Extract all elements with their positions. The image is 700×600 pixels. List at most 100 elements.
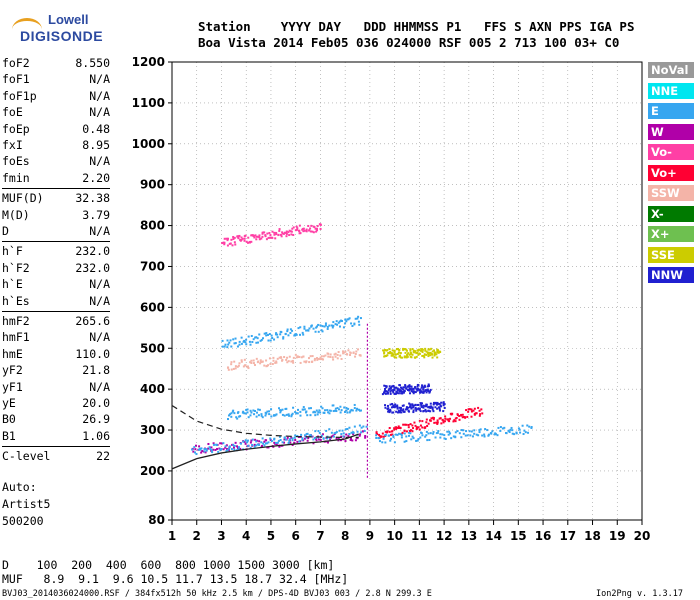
trace-point [261,235,264,238]
trace-point [355,350,358,353]
param-key: h`Es [2,293,30,308]
trace-point [421,426,424,429]
trace-point [409,348,412,351]
trace-point [274,237,277,240]
trace-point [301,331,304,334]
trace-point [283,414,286,417]
trace-point [416,351,419,354]
trace-point [391,385,394,388]
trace-point [257,414,260,417]
trace-point [293,441,296,444]
trace-point [308,327,311,330]
trace-point [398,411,401,414]
trace-point [494,433,497,436]
trace-point [398,410,401,413]
trace-point [339,405,342,408]
trace-point [299,333,302,336]
trace-point [436,419,439,422]
trace-point [418,419,421,422]
trace-point [386,391,389,394]
trace-point [408,431,411,434]
trace-point [409,404,412,407]
trace-point [402,386,405,389]
footer-version: Ion2Png v. 1.3.17 [596,589,683,599]
trace-point [263,332,266,335]
trace-point [396,387,399,390]
param-value: 2.20 [82,170,110,185]
trace-point [288,438,291,441]
trace-point [255,341,258,344]
trace-point [233,360,236,363]
trace-point [388,352,391,355]
param-row: yF1 N/A [2,380,110,396]
trace-point [194,448,197,451]
trace-point [461,416,464,419]
trace-point [240,236,243,239]
trace-point [239,239,242,242]
trace-point [401,392,404,395]
profile-curve [171,433,359,470]
trace-point [350,322,353,325]
trace-point [319,324,322,327]
trace-point [360,431,363,434]
trace-point [465,409,468,412]
trace-point [286,361,289,364]
trace-point [426,439,429,442]
trace-point [270,408,273,411]
trace-point [483,433,486,436]
trace-point [428,391,431,394]
trace-point [305,436,308,439]
param-row: foF2 8.550 [2,56,110,72]
trace-point [385,385,388,388]
trace-point [418,428,421,431]
trace-point [389,403,392,406]
trace-point [266,333,269,336]
trace-point [214,448,217,451]
trace-point [424,347,427,350]
trace-point [420,405,423,408]
trace-point [487,434,490,437]
trace-point [426,424,429,427]
trace-point [434,406,437,409]
trace-point [527,431,530,434]
trace-point [423,384,426,387]
trace-point [463,415,466,418]
trace-point [204,451,207,454]
trace-point [398,355,401,358]
trace-point [210,446,213,449]
trace-point [436,431,439,434]
trace-point [268,413,271,416]
trace-point [381,393,384,396]
param-value: 26.9 [82,412,110,427]
trace-point [327,352,330,355]
trace-point [258,238,261,241]
trace-point [428,439,431,442]
trace-point [328,324,331,327]
trace-point [345,406,348,409]
y-tick-label: 1200 [132,55,165,69]
trace-point [295,225,298,228]
trace-point [424,349,427,352]
trace-point [437,351,440,354]
trace-point [276,336,279,339]
param-row: foF1p N/A [2,89,110,105]
trace-point [475,433,478,436]
trace-point [407,423,410,426]
trace-point [393,355,396,358]
trace-point [405,408,408,411]
trace-point [255,444,258,447]
trace-point [225,448,228,451]
digisonde-logo: Lowell DIGISONDE [6,8,116,50]
trace-point [275,361,278,364]
trace-point [402,348,405,351]
trace-point [333,432,336,435]
trace-point [348,433,351,436]
trace-point [388,387,391,390]
trace-point [218,447,221,450]
trace-point [358,424,361,427]
trace-point [406,353,409,356]
trace-point [246,408,249,411]
param-key: B1 [2,428,16,443]
trace-point [411,353,414,356]
trace-point [239,415,242,418]
